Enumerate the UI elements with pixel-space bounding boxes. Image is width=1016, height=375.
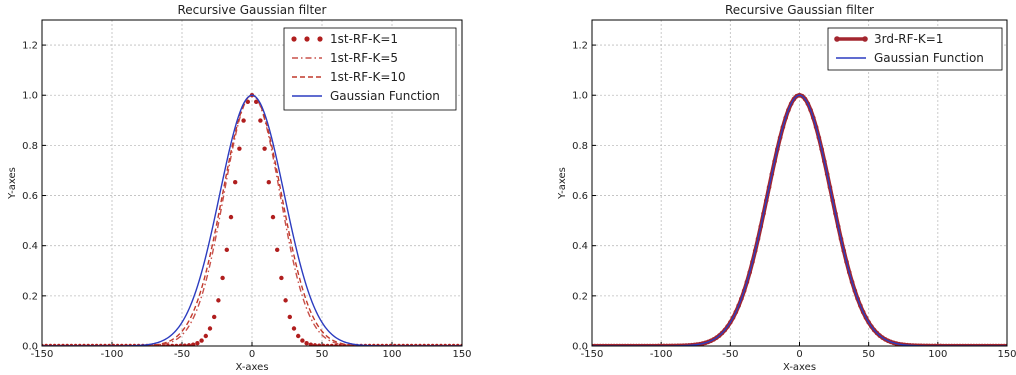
- legend-marker: [291, 36, 297, 42]
- data-point: [304, 341, 309, 346]
- x-tick-label: -150: [581, 349, 604, 360]
- y-tick-label: 0.0: [572, 342, 588, 353]
- data-point: [333, 343, 339, 346]
- data-point: [199, 338, 204, 343]
- chart-title: Recursive Gaussian filter: [725, 3, 874, 17]
- y-tick-label: 0.4: [572, 241, 588, 252]
- legend-label: Gaussian Function: [874, 51, 984, 65]
- legend-label: 3rd-RF-K=1: [874, 32, 943, 46]
- data-point: [275, 247, 280, 253]
- x-tick-label: -50: [174, 349, 190, 360]
- data-point: [216, 298, 221, 303]
- legend-entry-3: 1st-RF-K=10: [292, 70, 406, 84]
- y-tick-label: 0.2: [572, 291, 588, 302]
- data-point: [308, 342, 313, 346]
- x-tick-label: 150: [452, 349, 471, 360]
- data-point: [329, 343, 334, 346]
- data-point: [165, 343, 171, 346]
- data-point: [207, 326, 213, 331]
- x-axis-label: X-axes: [235, 362, 268, 373]
- data-point: [241, 118, 246, 123]
- x-tick-label: -100: [101, 349, 124, 360]
- x-tick-label: -100: [650, 349, 673, 360]
- data-point: [237, 146, 242, 151]
- x-tick-label: -150: [31, 349, 54, 360]
- y-tick-label: 0.8: [22, 141, 38, 152]
- legend-entry-2: 1st-RF-K=5: [292, 51, 398, 65]
- data-point: [325, 343, 330, 346]
- axes-frame: [591, 19, 1008, 347]
- data-point: [203, 333, 208, 339]
- chart-title: Recursive Gaussian filter: [178, 3, 327, 17]
- legend-marker: [317, 36, 323, 42]
- data-point: [220, 275, 225, 281]
- x-tick-label: 0: [796, 349, 802, 360]
- y-tick-label: 1.2: [572, 41, 588, 52]
- data-point: [287, 314, 292, 320]
- data-point: [224, 247, 229, 253]
- x-tick-label: 150: [997, 349, 1016, 360]
- legend-label: Gaussian Function: [330, 89, 440, 103]
- chart-panel-2: Recursive Gaussian filter -150 -100 -50 0 50 1…: [557, 3, 1016, 373]
- data-point: [182, 343, 187, 346]
- data-point: [266, 180, 271, 185]
- y-tick-label: 1.2: [22, 41, 38, 52]
- x-tick-label: 50: [316, 349, 329, 360]
- legend: 3rd-RF-K=1 Gaussian Function: [827, 27, 1003, 71]
- legend-label: 1st-RF-K=10: [330, 70, 406, 84]
- y-axis-label: Y-axes: [557, 167, 568, 200]
- data-point: [174, 343, 179, 346]
- data-point: [283, 298, 288, 303]
- x-tick-label: -50: [722, 349, 738, 360]
- legend-marker: [834, 36, 840, 42]
- y-tick-label: 1.0: [572, 91, 588, 102]
- x-tick-label: 0: [249, 349, 255, 360]
- y-tick-label: 0.2: [22, 291, 38, 302]
- data-point: [233, 180, 238, 185]
- y-tick-label: 0.8: [572, 141, 588, 152]
- x-axis-label: X-axes: [783, 362, 816, 373]
- data-point: [254, 99, 259, 105]
- legend-entry-1: 3rd-RF-K=1: [834, 32, 943, 46]
- legend-marker: [304, 36, 310, 42]
- y-tick-label: 0.4: [22, 241, 38, 252]
- data-point: [312, 343, 318, 346]
- data-point: [258, 118, 263, 123]
- data-point: [178, 343, 183, 346]
- data-point: [228, 214, 234, 220]
- y-tick-label: 0.6: [22, 191, 38, 202]
- legend-label: 1st-RF-K=1: [330, 32, 398, 46]
- data-point: [191, 342, 196, 346]
- data-point: [270, 214, 276, 220]
- y-tick-label: 1.0: [22, 91, 38, 102]
- legend-label: 1st-RF-K=5: [330, 51, 398, 65]
- legend-entry-4: Gaussian Function: [292, 89, 440, 103]
- data-point: [212, 314, 217, 320]
- data-point: [300, 338, 305, 343]
- y-tick-label: 0.6: [572, 191, 588, 202]
- data-point: [291, 326, 297, 331]
- data-point: [279, 275, 284, 281]
- data-point: [296, 333, 301, 339]
- data-point: [262, 146, 267, 151]
- x-tick-label: 100: [928, 349, 947, 360]
- legend-marker: [862, 36, 868, 42]
- legend: 1st-RF-K=1 1st-RF-K=5 1st-RF-K=10 Gaussian …: [283, 27, 457, 111]
- y-tick-label: 0.0: [22, 342, 38, 353]
- y-axis-label: Y-axes: [7, 167, 18, 200]
- data-point: [170, 343, 175, 346]
- legend-box: [827, 27, 1003, 71]
- data-point: [338, 343, 343, 346]
- data-point: [186, 343, 192, 346]
- x-tick-label: 100: [382, 349, 401, 360]
- legend-entry-1: 1st-RF-K=1: [291, 32, 398, 46]
- data-point: [195, 341, 200, 346]
- chart-panel-1: Recursive Gaussian filter -150 -100 -50 0 50 1…: [7, 3, 472, 373]
- data-point: [321, 343, 326, 346]
- legend-entry-2: Gaussian Function: [836, 51, 984, 65]
- data-point: [317, 343, 322, 346]
- x-tick-label: 50: [862, 349, 875, 360]
- axes-frame: [41, 19, 463, 347]
